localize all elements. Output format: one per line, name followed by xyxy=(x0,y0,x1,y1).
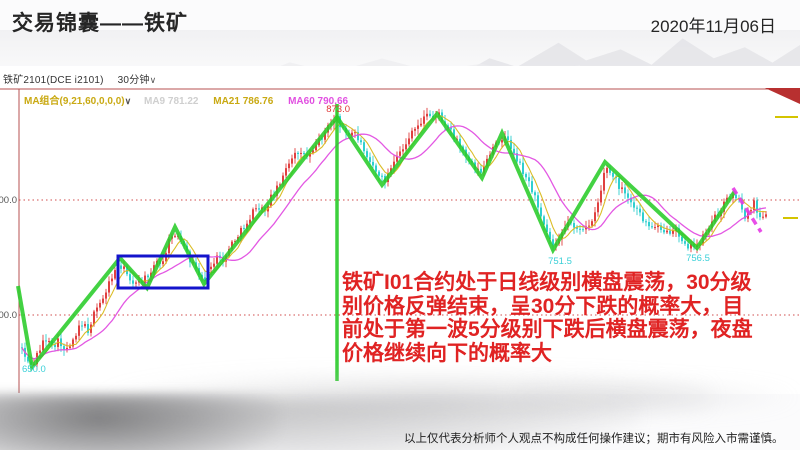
timeframe-selector[interactable]: 30分钟 xyxy=(117,75,150,86)
page-title: 交易锦囊——铁矿 xyxy=(12,12,188,35)
analysis-note-line: 别价格反弹结束，呈30分下跌的概率大，目 xyxy=(342,294,744,318)
disclaimer-text: 以上仅代表分析师个人观点不构成任何操作建议；期市有风险入市需谨慎。 xyxy=(404,433,784,445)
slide-date: 2020年11月06日 xyxy=(650,17,776,36)
svg-text:650.0: 650.0 xyxy=(22,364,46,375)
analysis-note-line: 价格继续向下的概率大 xyxy=(342,341,552,365)
analysis-note-line: 前处于第一波5分级别下跌后横盘震荡，夜盘 xyxy=(342,318,753,341)
chevron-down-icon[interactable]: ∨ xyxy=(149,75,157,85)
analysis-note: 铁矿I01合约处于日线级别横盘震荡，30分级 别价格反弹结束，呈30分下跌的概率大… xyxy=(342,271,800,365)
svg-text:756.5: 756.5 xyxy=(686,253,710,264)
analysis-note-line: 铁矿I01合约处于日线级别横盘震荡，30分级 xyxy=(342,271,752,294)
svg-text:873.0: 873.0 xyxy=(326,104,350,115)
ma21-value: MA21 786.76 xyxy=(213,96,274,107)
chevron-down-icon[interactable]: ∨ xyxy=(124,96,132,106)
svg-text:751.5: 751.5 xyxy=(548,256,572,267)
instrument-label: 铁矿2101(DCE i2101) xyxy=(3,75,104,86)
ma60-value: MA60 790.66 xyxy=(288,96,349,107)
ma-legend: MA组合(9,21,60,0,0,0)∨ MA9 781.22 MA21 786… xyxy=(24,92,348,107)
svg-text:700.0: 700.0 xyxy=(0,310,17,321)
ma-combo-label[interactable]: MA组合(9,21,60,0,0,0) xyxy=(24,96,125,107)
svg-text:800.0: 800.0 xyxy=(0,195,17,206)
ma9-value: MA9 781.22 xyxy=(143,96,199,107)
chart-header: 铁矿2101(DCE i2101) 30分钟∨ xyxy=(3,71,156,86)
